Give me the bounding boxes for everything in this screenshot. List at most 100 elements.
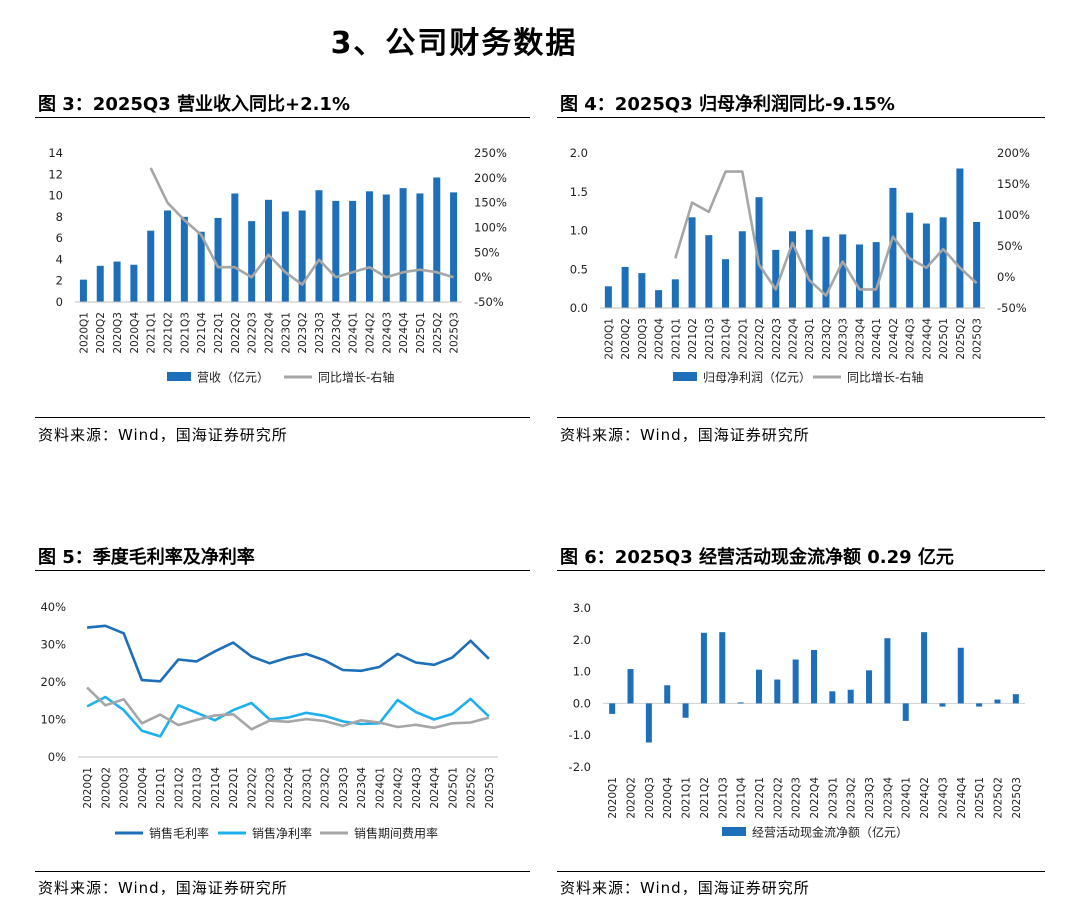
fig6-x-tick-label: 2024Q4: [956, 777, 968, 819]
fig5-x-tick-label: 2025Q2: [466, 767, 478, 809]
fig4-y-tick-label: 1.0: [570, 224, 588, 238]
fig4-y2-tick-label: 150%: [997, 177, 1030, 191]
fig4-x-tick-label: 2021Q2: [687, 318, 699, 360]
fig4-y2-tick-label: 0%: [997, 270, 1015, 284]
fig3-bar: [214, 217, 222, 302]
fig4-bar: [822, 236, 830, 308]
fig3-legend-line-label: 同比增长-右轴: [318, 370, 394, 385]
fig4-bar: [621, 266, 629, 308]
fig4-growth-line: [674, 170, 978, 297]
fig3-bar: [416, 193, 424, 302]
fig3-y2-tick-label: 200%: [474, 171, 507, 185]
fig3-x-tick-label: 2024Q2: [364, 312, 376, 354]
fig4-x-tick-label: 2024Q3: [905, 318, 917, 360]
fig3-x-tick-label: 2022Q1: [213, 312, 225, 354]
fig4-x-tick-label: 2023Q2: [821, 318, 833, 360]
fig4-y-tick-label: 0.5: [570, 262, 588, 276]
fig6-y-tick-label: 0.0: [573, 696, 591, 710]
fig6-x-tick-label: 2024Q3: [937, 777, 949, 819]
fig3-bar: [79, 279, 87, 302]
fig3-bar: [298, 210, 306, 302]
fig6-title: 图 6：2025Q3 经营活动现金流净额 0.29 亿元: [560, 547, 954, 568]
fig6-x-tick-label: 2023Q2: [846, 777, 858, 819]
fig5-x-tick-label: 2024Q2: [393, 767, 405, 809]
fig5-x-tick-label: 2022Q3: [265, 767, 277, 809]
fig4-x-tick-label: 2024Q2: [888, 318, 900, 360]
fig3-bottom-rule: [35, 417, 530, 418]
fig6-bar: [976, 703, 983, 707]
fig6-x-tick-label: 2022Q1: [754, 777, 766, 819]
fig6-y-tick-label: 1.0: [573, 665, 591, 679]
fig6-x-tick-label: 2021Q4: [736, 777, 748, 819]
fig5-top-rule: [35, 570, 530, 571]
fig5-x-tick-label: 2020Q4: [137, 767, 149, 809]
fig3-growth-line: [149, 167, 454, 286]
fig6-bar: [609, 703, 616, 714]
fig6-y-tick-label: -1.0: [569, 728, 591, 742]
fig3-x-tick-label: 2020Q2: [95, 312, 107, 354]
fig3-bar: [450, 192, 458, 302]
fig3-x-tick-label: 2025Q1: [415, 312, 427, 354]
fig6-bar: [755, 669, 762, 704]
fig5-y-tick-label: 0%: [48, 750, 66, 764]
fig4-x-tick-label: 2022Q4: [788, 318, 800, 360]
fig3-bar: [281, 211, 289, 302]
fig6-bar: [645, 703, 652, 743]
fig4-top-rule: [557, 117, 1045, 118]
fig6-bar: [811, 649, 817, 704]
fig4-x-tick-label: 2021Q4: [721, 318, 733, 360]
fig5-x-tick-label: 2023Q1: [301, 767, 313, 809]
fig6-x-tick-label: 2024Q1: [901, 777, 913, 819]
fig6-bar: [682, 703, 689, 718]
fig6-x-tick-label: 2022Q2: [772, 777, 784, 819]
fig6-legend-bar-label: 经营活动现金流净额（亿元）: [752, 825, 908, 840]
fig5-x-tick-label: 2024Q1: [374, 767, 386, 809]
fig6-y-tick-label: 2.0: [573, 633, 591, 647]
fig3-x-tick-label: 2021Q4: [196, 312, 208, 354]
fig5-x-tick-label: 2021Q1: [155, 767, 167, 809]
fig4-x-tick-label: 2023Q4: [854, 318, 866, 360]
fig3-bar: [180, 216, 188, 302]
fig5-source: 资料来源：Wind，国海证券研究所: [38, 879, 288, 897]
fig3-y-tick-label: 0: [56, 295, 63, 309]
fig4-bar: [604, 286, 612, 308]
fig3-y2-tick-label: 0%: [474, 270, 492, 284]
fig6-x-tick-label: 2021Q1: [681, 777, 693, 819]
fig3-legend-bar-label: 营收（亿元）: [197, 370, 269, 385]
fig6-bottom-rule: [557, 871, 1045, 872]
fig3-y-tick-label: 2: [56, 274, 63, 288]
fig5-x-tick-label: 2020Q3: [119, 767, 131, 809]
fig6-x-tick-label: 2022Q3: [791, 777, 803, 819]
fig6-y-tick-label: 3.0: [573, 601, 591, 615]
fig3-x-tick-label: 2021Q2: [163, 312, 175, 354]
fig4-x-tick-label: 2020Q1: [603, 318, 615, 360]
fig3-y-tick-label: 12: [48, 167, 63, 181]
fig6-x-tick-label: 2021Q3: [717, 777, 729, 819]
fig5-legend-gross-label: 销售毛利率: [149, 826, 209, 841]
fig6-x-tick-label: 2025Q3: [1011, 777, 1023, 819]
fig3-x-tick-label: 2023Q4: [331, 312, 343, 354]
fig4-bar: [755, 197, 763, 308]
fig5-x-tick-label: 2020Q2: [100, 767, 112, 809]
fig5-x-tick-label: 2022Q2: [246, 767, 258, 809]
fig4-bar: [839, 234, 847, 308]
fig5-y-tick-label: 10%: [40, 713, 66, 727]
fig4-x-tick-label: 2025Q1: [938, 318, 950, 360]
fig3-y-tick-label: 8: [56, 210, 63, 224]
fig3-x-tick-label: 2022Q2: [230, 312, 242, 354]
fig4-bar: [855, 244, 863, 308]
fig3-bar: [197, 231, 205, 302]
fig4-bar: [671, 279, 679, 308]
fig3-y2-tick-label: 250%: [474, 146, 507, 160]
page-title: 3、公司财务数据: [330, 26, 578, 61]
fig3-bar: [365, 191, 373, 302]
fig4-legend-bar-swatch: [673, 372, 697, 381]
fig6-x-tick-label: 2020Q1: [607, 777, 619, 819]
fig3-x-tick-label: 2020Q3: [112, 312, 124, 354]
fig5-title: 图 5：季度毛利率及净利率: [38, 547, 255, 568]
fig4-bar: [705, 235, 713, 308]
fig3-bar: [248, 221, 256, 302]
fig3-x-tick-label: 2023Q1: [280, 312, 292, 354]
fig5-y-tick-label: 20%: [40, 675, 66, 689]
